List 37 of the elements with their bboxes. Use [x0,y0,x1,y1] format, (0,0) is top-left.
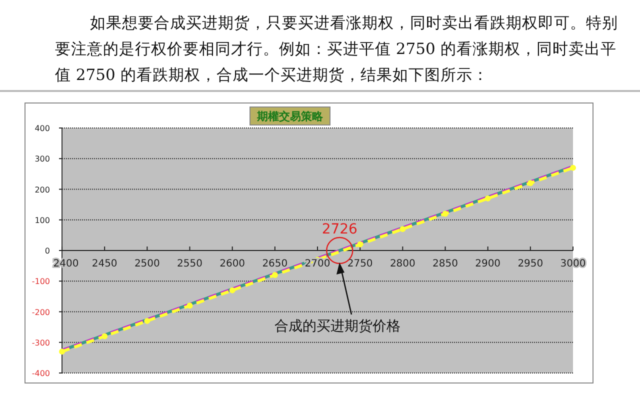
y-tick-label: -300 [32,338,50,348]
point [102,333,108,340]
point [272,272,278,278]
x-tick-label: 2850 [432,258,458,270]
annotation: 2726 [322,222,358,238]
x-tick-label: 2500 [134,258,160,270]
x-tick-label: 2950 [518,258,544,270]
point [442,210,448,217]
y-tick-label: 0 [44,246,50,256]
point [570,164,576,171]
x-tick-label: 3000 [560,258,586,270]
y-tick-label: 100 [34,216,50,225]
point [484,195,491,202]
x-tick-label: 2700 [304,258,330,270]
point [527,180,534,186]
point [59,348,65,355]
y-tick-label: 400 [34,124,50,133]
annotation: 合成的买进期货价格 [274,318,400,334]
x-tick-label: 2450 [92,258,118,270]
y-tick-label: -100 [32,277,50,286]
point [400,226,406,232]
x-tick-label: 2650 [262,258,288,270]
point [357,241,364,248]
point [229,287,236,294]
chart-subtitle: 如果想要合成买进期货，只要买进看涨期权，同时卖出看跌期权即可。特别要注意的是行权价要相同才行。例如：买进平值 2750 的看涨期权，同时卖出平值 2750 的看跌期权，合成一个买进期货，结果如下图所示： [55,14,618,84]
x-tick-label: 2750 [347,258,373,270]
y-tick-label: -400 [32,369,50,378]
x-tick-label: 2800 [390,258,416,270]
chart-title: 期權交易策略 [256,110,324,123]
y-tick-label: 200 [34,185,50,194]
x-tick-label: 2550 [177,258,202,270]
point [186,302,193,309]
y-tick-label: -200 [32,308,50,317]
x-tick-label: 2900 [475,258,501,270]
y-tick-label: 300 [34,154,50,164]
x-tick-label: 2600 [220,258,246,270]
point [144,318,150,324]
